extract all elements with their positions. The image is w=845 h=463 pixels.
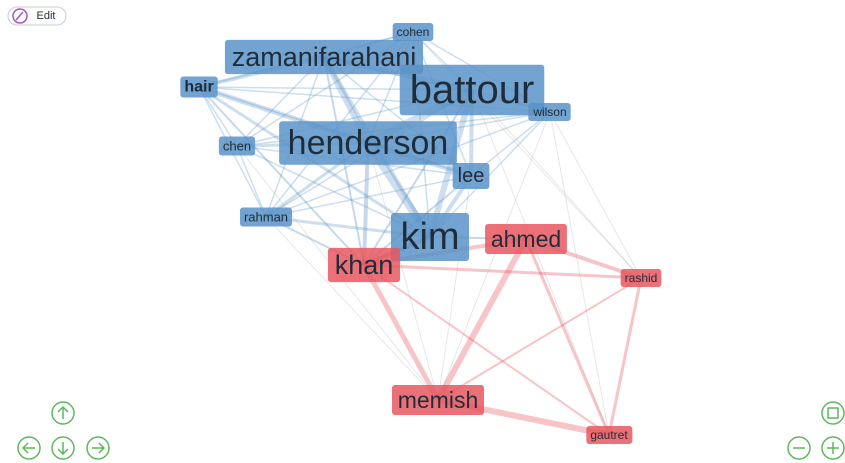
node: hair [180,76,218,98]
edge [367,142,439,401]
node-box [586,426,633,444]
node: wilson [528,103,571,121]
edge [363,89,473,266]
edge [265,216,439,401]
pan-right[interactable] [86,436,110,460]
node-box [180,76,218,98]
node-label: lee [458,165,485,187]
node: chen [218,136,256,156]
edit-button-frame[interactable] [7,6,67,26]
edge [471,89,642,279]
node-box [239,207,293,227]
edge [363,263,642,280]
node-box [452,163,490,189]
node-box [399,64,545,116]
node-box [391,385,485,415]
node: gautret [586,426,633,444]
node: kim [390,212,470,262]
node: khan [327,247,401,283]
node: cohen [392,23,434,41]
node-label: gautret [590,428,628,442]
node: lee [452,163,490,189]
node-box [224,39,424,75]
node-label: zamanifarahani [232,42,417,72]
node-label: ahmed [491,226,561,252]
edge [265,175,472,218]
edge [471,89,610,436]
node-box [279,121,457,165]
edit-icon-pen[interactable] [15,11,24,21]
node-label: cohen [397,25,430,39]
node-label: kim [400,216,459,258]
edge [437,277,642,401]
node-label: henderson [288,124,449,162]
zoom-controls[interactable] [787,401,845,460]
edge [361,263,441,402]
node-label: chen [223,139,251,154]
node: rashid [620,269,662,287]
node-box [390,212,470,262]
node-box [485,224,567,254]
edge [437,111,551,401]
edit-icon[interactable] [12,8,28,24]
node-box [218,136,256,156]
node: memish [391,385,485,415]
pan-controls[interactable] [17,401,110,460]
node: henderson [279,121,457,165]
edge [549,111,642,279]
node-box [392,23,434,41]
node: ahmed [485,224,567,254]
edge [435,237,529,402]
node: battour [399,64,545,116]
node-label: wilson [532,105,566,119]
edge [363,264,610,436]
pan-up[interactable] [51,401,75,425]
edge [549,111,610,436]
edge [236,145,267,218]
zoom-fit[interactable] [821,401,845,425]
node-box [327,247,401,283]
node-label: memish [398,387,479,413]
pan-down[interactable] [51,436,75,460]
edge [607,277,643,436]
node-box [528,103,571,121]
zoom-out[interactable] [787,436,811,460]
node: zamanifarahani [224,39,424,75]
node-box [620,269,662,287]
node-label: khan [335,250,394,280]
zoom-in[interactable] [821,436,845,460]
node: rahman [239,207,293,227]
node-label: battour [410,68,535,112]
edge [198,86,365,266]
node-label: rahman [244,210,288,225]
node-label: rashid [625,271,658,285]
edit-label[interactable]: Edit [37,10,56,22]
node-label: hair [184,79,213,96]
edit-button[interactable]: Edit [7,6,67,26]
edge [524,238,611,436]
pan-left[interactable] [17,436,41,460]
